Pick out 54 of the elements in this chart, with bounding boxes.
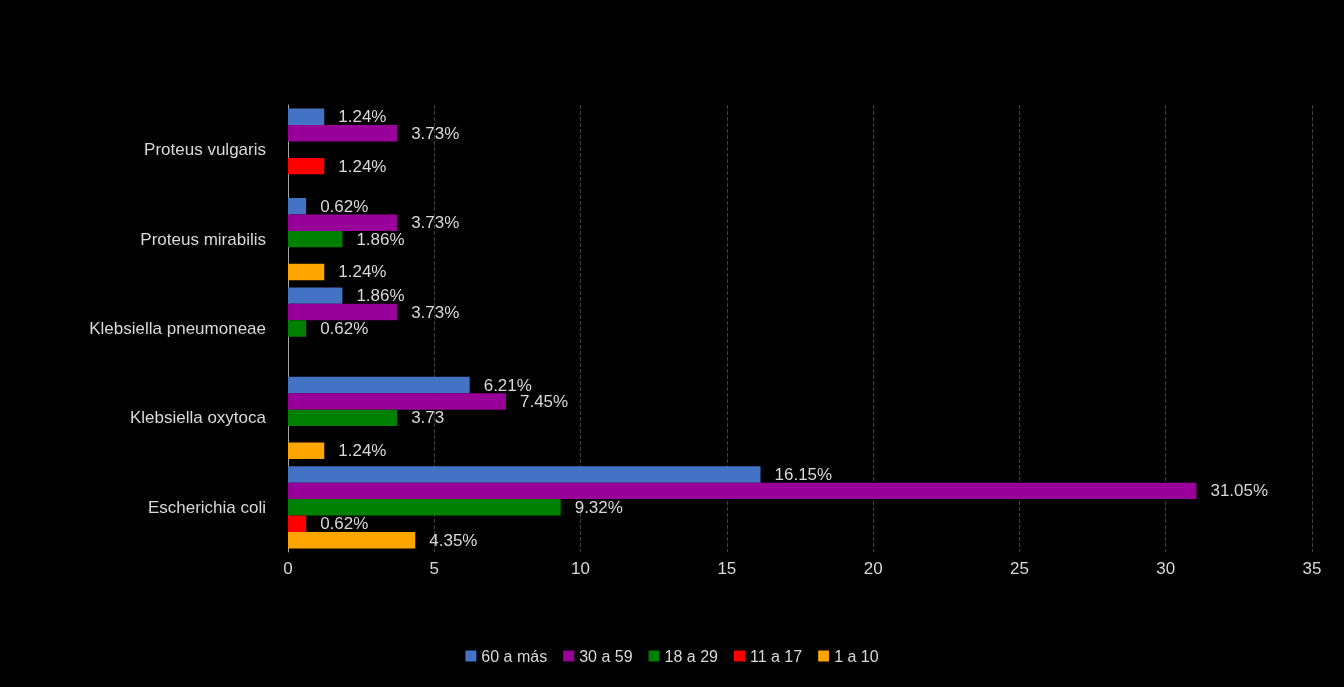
legend-label: 11 a 17 <box>749 647 803 665</box>
y-tick-label: Klebsiella oxytoca <box>129 408 267 428</box>
data-label: 1.24% <box>338 156 387 176</box>
legend-label: 1 a 10 <box>834 647 879 665</box>
legend-label: 30 a 59 <box>579 647 633 665</box>
data-label: 3.73% <box>411 213 460 233</box>
data-label: 3.73% <box>411 123 460 143</box>
bar <box>288 263 325 281</box>
data-label: 1.24% <box>338 107 387 127</box>
bar <box>288 442 325 460</box>
legend-label: 18 a 29 <box>664 647 719 665</box>
bar <box>288 214 398 231</box>
bar <box>288 108 325 126</box>
data-label: 0.62% <box>320 196 369 216</box>
data-label: 0.62% <box>320 319 369 338</box>
bar <box>288 320 307 337</box>
bar <box>288 482 1197 500</box>
data-label: 1.86% <box>356 229 405 249</box>
data-label: 16.15% <box>774 464 833 484</box>
bar <box>288 287 343 304</box>
data-label: 1.24% <box>338 441 387 461</box>
y-tick-label: Proteus mirabilis <box>140 229 266 249</box>
x-tick-label: 35 <box>1302 559 1322 578</box>
x-tick-label: 15 <box>717 559 737 578</box>
x-tick-label: 20 <box>863 559 883 578</box>
bar <box>288 531 416 549</box>
y-tick-label: Escherichia coli <box>147 497 266 517</box>
y-tick-label: Klebsiella pneumoneae <box>89 319 266 338</box>
data-label: 9.32% <box>574 497 623 517</box>
x-tick-label: 25 <box>1009 559 1029 578</box>
bar <box>288 125 398 142</box>
bar <box>288 499 561 516</box>
bar <box>288 303 398 321</box>
bar <box>288 466 761 483</box>
x-tick-label: 5 <box>429 559 440 578</box>
data-label: 3.73% <box>411 302 460 322</box>
x-tick-label: 10 <box>571 559 591 578</box>
bar <box>288 515 307 532</box>
legend-label: 60 a más <box>481 647 548 665</box>
bar <box>288 230 343 248</box>
bar <box>288 376 470 394</box>
data-label: 31.05% <box>1210 481 1269 501</box>
y-tick-label: Proteus vulgaris <box>144 140 266 160</box>
x-tick-label: 30 <box>1156 559 1176 578</box>
data-label: 3.73 <box>411 408 445 428</box>
bar <box>288 409 398 427</box>
bar <box>288 393 506 410</box>
bar <box>288 197 307 215</box>
bar <box>288 157 325 175</box>
data-label: 4.35% <box>429 530 478 550</box>
data-label: 0.62% <box>320 514 369 534</box>
data-label: 1.24% <box>338 262 387 282</box>
x-tick-label: 0 <box>283 559 293 578</box>
data-label: 1.86% <box>356 286 405 306</box>
